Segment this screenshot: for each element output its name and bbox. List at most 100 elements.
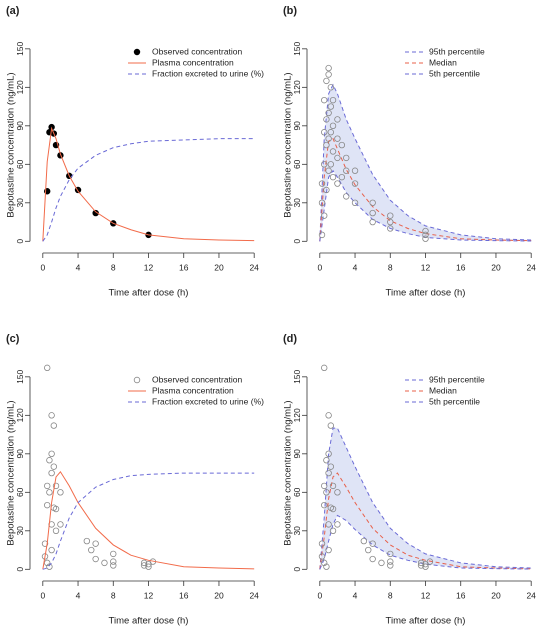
curve	[42, 138, 255, 242]
panel-title: (a)	[6, 5, 20, 17]
observed-point	[369, 209, 376, 217]
y-tick-label: 60	[292, 159, 302, 169]
observed-point	[334, 180, 341, 187]
x-tick-label: 12	[421, 590, 431, 600]
observed-point	[321, 96, 328, 104]
observed-point	[57, 521, 64, 528]
observed-point	[321, 559, 328, 567]
x-tick-label: 12	[421, 262, 431, 272]
y-tick-label: 0	[292, 239, 302, 244]
observed-point	[321, 482, 328, 490]
y-tick-label: 60	[15, 487, 25, 497]
observed-point	[387, 218, 394, 226]
observed-point	[351, 167, 359, 174]
observed-point	[88, 546, 95, 554]
observed-point	[422, 235, 429, 242]
y-tick-label: 150	[15, 369, 25, 383]
x-tick-label: 16	[179, 262, 189, 272]
observed-point	[318, 540, 326, 547]
observed-point	[52, 505, 60, 513]
observed-point	[325, 450, 332, 458]
x-axis-label: Time after dose (h)	[386, 616, 466, 627]
observed-point	[46, 489, 53, 496]
observed-point	[422, 231, 429, 239]
observed-point	[46, 457, 53, 464]
observed-point	[334, 116, 341, 123]
observed-point	[351, 199, 359, 207]
observed-point	[44, 364, 51, 372]
observed-point	[426, 558, 434, 565]
x-tick-label: 8	[111, 590, 116, 600]
x-axis-label: Time after dose (h)	[109, 288, 189, 299]
observed-point	[387, 562, 394, 569]
x-tick-label: 4	[76, 262, 81, 272]
observed-point	[92, 555, 99, 563]
observed-point	[351, 180, 359, 187]
panel-title: (b)	[283, 5, 297, 17]
observed-point	[360, 537, 368, 545]
observed-point	[48, 412, 55, 419]
observed-point	[329, 148, 337, 155]
y-tick-label: 120	[15, 408, 25, 422]
observed-point	[323, 141, 330, 149]
y-tick-label: 60	[15, 159, 25, 169]
observed-point	[140, 559, 148, 567]
observed-point	[318, 199, 326, 207]
observed-point	[140, 562, 148, 569]
x-tick-label: 0	[40, 262, 45, 272]
y-axis-label: Bepotastine concentration (ng/mL)	[6, 400, 17, 545]
y-tick-label: 90	[15, 121, 25, 131]
observed-point	[327, 161, 335, 168]
x-axis-label: Time after dose (h)	[109, 616, 189, 627]
legend-label: Fraction excreted to urine (%)	[152, 68, 264, 78]
x-tick-label: 8	[388, 590, 393, 600]
observed-point	[325, 109, 332, 117]
observed-point	[321, 501, 328, 509]
y-tick-label: 120	[292, 408, 302, 422]
y-tick-label: 90	[15, 449, 25, 459]
percentile-band	[319, 84, 532, 242]
observed-point	[417, 559, 425, 567]
x-axis-label: Time after dose (h)	[386, 288, 466, 299]
observed-point	[329, 527, 337, 535]
observed-point	[325, 64, 332, 72]
y-tick-label: 30	[15, 526, 25, 536]
observed-point	[92, 540, 99, 547]
observed-point	[44, 482, 51, 490]
observed-point	[343, 167, 350, 174]
observed-point	[325, 546, 332, 554]
observed-point	[369, 555, 376, 563]
curve	[319, 169, 532, 242]
observed-point	[110, 562, 117, 569]
observed-point	[325, 71, 332, 78]
observed-point	[329, 173, 337, 181]
observed-point	[369, 218, 376, 226]
x-tick-label: 0	[317, 590, 322, 600]
observed-point	[327, 103, 335, 110]
observed-point	[110, 550, 117, 558]
x-tick-label: 12	[144, 590, 154, 600]
y-tick-label: 120	[292, 80, 302, 94]
y-tick-label: 60	[292, 487, 302, 497]
observed-point	[44, 501, 51, 509]
observed-point	[48, 450, 55, 458]
legend-marker	[133, 48, 141, 56]
observed-point	[334, 489, 341, 496]
y-tick-label: 30	[292, 198, 302, 208]
observed-point	[46, 563, 53, 570]
observed-point	[387, 225, 394, 232]
curve	[42, 470, 255, 570]
observed-point	[52, 527, 60, 535]
y-tick-label: 150	[292, 41, 302, 55]
panel: (a) Time after dose (h) Bepotastine concen…	[6, 5, 265, 299]
observed-point	[334, 135, 341, 142]
observed-point	[338, 141, 346, 149]
x-tick-label: 4	[353, 590, 358, 600]
observed-point	[327, 463, 335, 470]
observed-point	[323, 457, 330, 464]
x-tick-label: 24	[249, 590, 259, 600]
observed-point	[387, 550, 394, 558]
observed-point	[50, 463, 58, 470]
x-tick-label: 24	[526, 262, 536, 272]
